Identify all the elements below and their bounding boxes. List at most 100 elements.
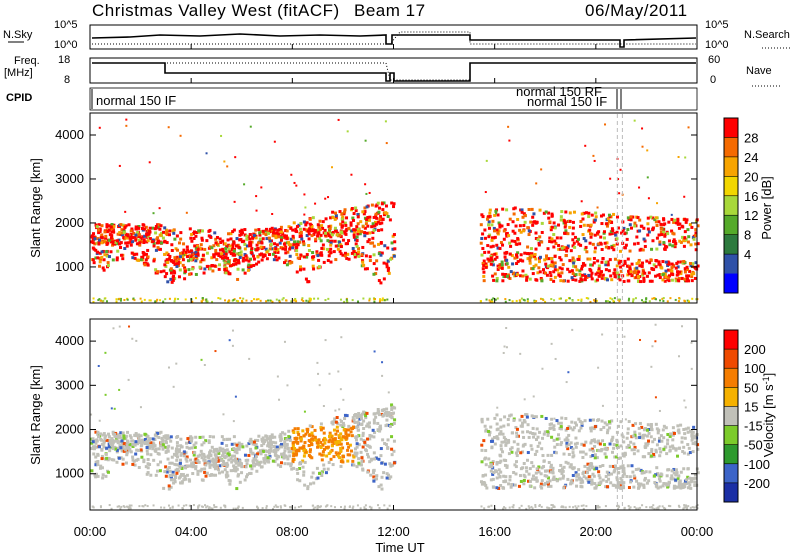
echo-point <box>550 453 554 457</box>
echo-point <box>273 435 277 439</box>
echo-point <box>258 231 262 235</box>
ground-scatter-point <box>678 297 681 300</box>
echo-point <box>619 269 623 273</box>
ground-scatter-point <box>142 505 145 508</box>
echo-point <box>626 216 630 220</box>
echo-point <box>586 462 590 466</box>
echo-point <box>576 473 580 477</box>
echo-point <box>310 442 314 446</box>
echo-point <box>575 423 579 427</box>
echo-point <box>101 473 105 477</box>
echo-point <box>125 244 129 248</box>
echo-point <box>500 440 504 444</box>
echo-point <box>372 228 376 232</box>
echo-point <box>612 271 616 275</box>
ground-scatter-point <box>572 506 575 509</box>
echo-point <box>252 457 256 461</box>
echo-point <box>504 272 508 276</box>
echo-point <box>598 476 602 480</box>
echo-point <box>247 263 251 267</box>
ground-scatter-point <box>541 298 544 301</box>
ground-scatter-point <box>343 505 346 508</box>
echo-point <box>574 273 578 277</box>
echo-point <box>366 215 370 219</box>
ground-scatter-point <box>99 299 102 302</box>
echo-point <box>115 450 119 454</box>
echo-point <box>294 229 298 233</box>
echo-point <box>590 426 594 430</box>
colorbar-swatch <box>724 406 738 427</box>
echo-point <box>486 417 490 421</box>
echo-point <box>225 448 229 452</box>
echo-point <box>588 448 592 452</box>
y-tick-label: 3000 <box>55 171 84 186</box>
echo-point <box>663 445 667 449</box>
echo-point <box>184 253 188 257</box>
echo-point <box>159 441 163 445</box>
ground-scatter-point <box>658 505 661 508</box>
echo-point <box>535 467 539 471</box>
echo-point <box>553 268 557 272</box>
echo-point <box>662 436 666 440</box>
echo-point <box>194 272 198 276</box>
echo-point <box>561 476 565 480</box>
echo-point <box>647 271 651 275</box>
ground-scatter-point <box>237 300 240 303</box>
echo-point <box>120 233 124 237</box>
echo-point <box>676 270 680 274</box>
echo-point <box>660 266 664 270</box>
echo-point <box>621 263 625 267</box>
echo-point <box>562 452 566 456</box>
echo-point <box>132 231 136 235</box>
echo-point <box>102 441 106 445</box>
echo-point <box>572 261 576 265</box>
echo-point <box>255 262 259 266</box>
echo-point <box>279 464 283 468</box>
echo-point <box>589 274 593 278</box>
echo-point <box>130 227 134 231</box>
echo-point <box>593 425 597 429</box>
echo-point <box>271 252 275 256</box>
echo-point <box>593 233 597 237</box>
echo-point <box>580 421 584 425</box>
echo-point <box>163 252 167 256</box>
echo-point <box>543 258 547 262</box>
echo-point <box>235 252 239 256</box>
echo-point <box>119 223 123 227</box>
ground-scatter-point <box>123 506 126 509</box>
echo-point <box>682 482 686 486</box>
echo-point <box>211 473 215 477</box>
echo-point <box>240 442 244 446</box>
sparse-echo-point <box>368 191 371 194</box>
ground-scatter-point <box>294 506 297 509</box>
echo-point <box>159 460 163 464</box>
echo-point <box>679 470 683 474</box>
echo-point <box>100 447 104 451</box>
echo-point <box>177 463 181 467</box>
echo-point <box>577 429 581 433</box>
echo-point <box>577 255 581 259</box>
ground-scatter-point <box>562 506 565 509</box>
echo-point <box>182 253 186 257</box>
echo-point <box>336 454 340 458</box>
echo-point <box>480 253 484 257</box>
echo-point <box>96 474 100 478</box>
sparse-echo-point <box>364 139 367 142</box>
echo-point <box>235 237 239 241</box>
echo-point <box>526 423 530 427</box>
echo-point <box>363 440 367 444</box>
ground-scatter-point <box>368 505 371 508</box>
echo-point <box>171 229 175 233</box>
echo-point <box>481 232 485 236</box>
echo-point <box>338 240 342 244</box>
echo-point <box>618 249 622 253</box>
sparse-echo-point <box>125 124 128 127</box>
echo-point <box>302 454 306 458</box>
echo-point <box>580 278 584 282</box>
echo-point <box>109 445 113 449</box>
echo-point <box>231 263 235 267</box>
ground-scatter-point <box>580 298 583 301</box>
sparse-echo-point <box>670 213 673 216</box>
echo-point <box>159 444 163 448</box>
echo-point <box>627 272 631 276</box>
